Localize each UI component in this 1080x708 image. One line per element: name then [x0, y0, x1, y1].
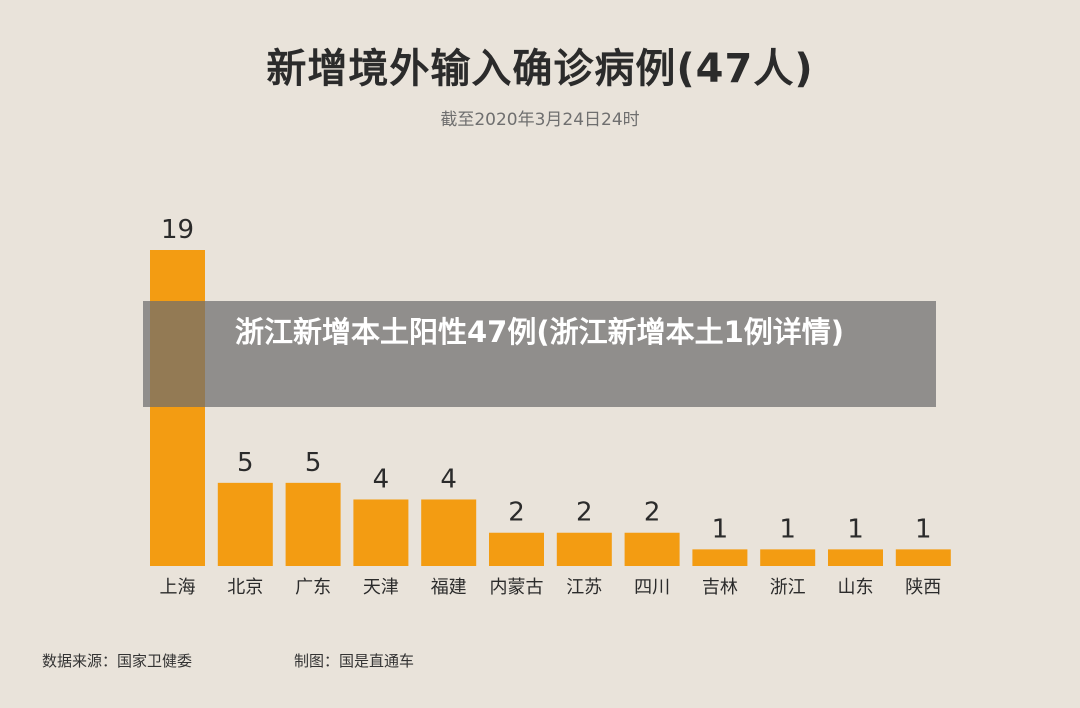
category-label: 内蒙古: [490, 577, 544, 598]
category-label: 浙江: [770, 577, 806, 598]
bar-山东: [828, 549, 883, 566]
bar-上海: [150, 250, 205, 566]
category-label: 四川: [634, 577, 670, 598]
bar-吉林: [692, 549, 748, 566]
value-label: 1: [915, 514, 932, 544]
value-label: 5: [305, 448, 322, 478]
bar-福建: [421, 499, 477, 566]
value-label: 2: [644, 498, 661, 528]
category-label: 吉林: [702, 577, 738, 598]
chart-maker-label: 制图：国是直通车: [294, 652, 415, 670]
category-label: 江苏: [566, 577, 602, 598]
bar-内蒙古: [489, 532, 544, 566]
bar-天津: [353, 499, 409, 566]
bar-北京: [217, 482, 273, 566]
category-label: 广东: [295, 577, 331, 598]
chart-title: 新增境外输入确诊病例(47人): [266, 46, 814, 92]
bar-四川: [624, 532, 680, 566]
value-label: 4: [373, 464, 390, 494]
headline-overlay[interactable]: 浙江新增本土阳性47例(浙江新增本土1例详情): [143, 301, 936, 407]
category-label: 上海: [160, 577, 196, 598]
headline-text[interactable]: 浙江新增本土阳性47例(浙江新增本土1例详情): [234, 315, 845, 349]
value-label: 5: [237, 448, 254, 478]
value-label: 2: [508, 498, 525, 528]
category-label: 陕西: [905, 577, 941, 598]
category-label: 天津: [363, 577, 399, 598]
value-label: 1: [847, 514, 864, 544]
category-label: 山东: [838, 577, 874, 598]
bar-浙江: [760, 549, 816, 566]
bar-陕西: [895, 549, 951, 566]
value-label: 1: [779, 514, 796, 544]
value-label: 2: [576, 498, 593, 528]
value-label: 19: [161, 215, 194, 245]
category-label: 北京: [227, 577, 263, 598]
bar-江苏: [556, 532, 612, 566]
bar-广东: [285, 482, 341, 566]
value-label: 4: [440, 464, 457, 494]
value-label: 1: [712, 514, 729, 544]
data-source-label: 数据来源：国家卫健委: [42, 652, 193, 670]
chart-subtitle: 截至2020年3月24日24时: [440, 110, 640, 130]
category-label: 福建: [431, 577, 467, 598]
